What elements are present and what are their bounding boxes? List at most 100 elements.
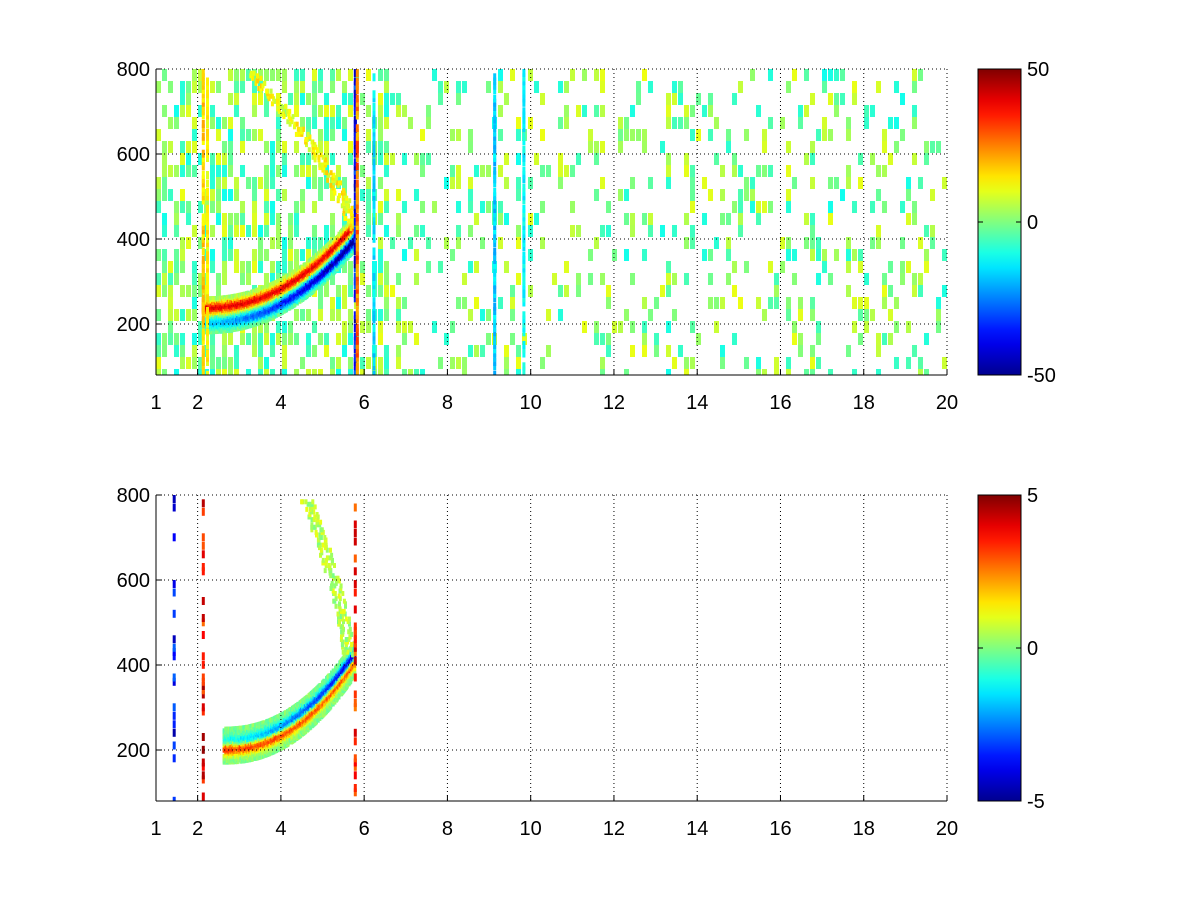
streak-cell <box>522 345 526 354</box>
streak-cell <box>355 179 359 188</box>
streak-cell <box>201 307 205 315</box>
heatmap-cell <box>816 237 821 249</box>
heatmap-cell <box>600 225 605 237</box>
arc-cell <box>273 98 277 104</box>
heatmap-cell <box>912 213 917 225</box>
heatmap-cell <box>888 333 893 345</box>
heatmap-cell <box>750 177 755 189</box>
heatmap-cell <box>180 165 185 177</box>
heatmap-cell <box>378 117 383 129</box>
heatmap-cell <box>300 189 305 201</box>
heatmap-cell <box>378 177 383 189</box>
streak-cell <box>372 336 376 345</box>
heatmap-cell <box>210 81 215 93</box>
heatmap-cell <box>240 141 245 153</box>
streak-cell <box>206 111 209 120</box>
heatmap-cell <box>810 213 815 225</box>
streak-cell <box>206 103 209 111</box>
streak-cell <box>206 77 209 86</box>
streak-cell <box>353 281 357 290</box>
heatmap-cell <box>822 249 827 261</box>
heatmap-cell <box>408 237 413 249</box>
heatmap-cell <box>504 153 509 165</box>
streak-cell <box>355 103 359 111</box>
heatmap-cell <box>240 261 245 273</box>
heatmap-cell <box>342 117 347 129</box>
heatmap-cell <box>312 117 317 129</box>
heatmap-cell <box>678 81 683 93</box>
streak-cell <box>355 298 359 307</box>
heatmap-cell <box>480 237 485 249</box>
heatmap-cell <box>330 309 335 321</box>
heatmap-cell <box>720 357 725 369</box>
streak-cell <box>355 239 359 247</box>
heatmap-cell <box>528 285 533 297</box>
heatmap-cell <box>918 237 923 249</box>
heatmap-cell <box>384 201 389 213</box>
heatmap-cell <box>216 81 221 93</box>
heatmap-cell <box>216 117 221 129</box>
heatmap-cell <box>852 321 857 333</box>
heatmap-cell <box>420 165 425 177</box>
heatmap-cell <box>876 237 881 249</box>
heatmap-cell <box>468 345 473 357</box>
streak-cell <box>355 251 359 260</box>
heatmap-cell <box>318 297 323 309</box>
streak-cell <box>493 141 497 150</box>
heatmap-cell <box>222 249 227 261</box>
streak-cell <box>372 349 376 358</box>
heatmap-cell <box>366 225 371 237</box>
heatmap-cell <box>828 69 833 81</box>
heatmap-cell <box>750 189 755 201</box>
arc-cell <box>329 170 333 176</box>
heatmap-cell <box>702 177 707 189</box>
heatmap-cell <box>690 129 695 141</box>
heatmap-cell <box>252 177 257 189</box>
streak-cell <box>522 158 526 167</box>
streak-cell <box>201 315 205 324</box>
heatmap-cell <box>918 69 923 81</box>
heatmap-cell <box>198 105 203 117</box>
colorbar-tick-label: -50 <box>1027 365 1056 387</box>
streak-cell <box>493 328 497 337</box>
streak-cell <box>353 217 357 226</box>
heatmap-cell <box>804 369 809 375</box>
heatmap-cell <box>330 153 335 165</box>
heatmap-cell <box>576 285 581 297</box>
heatmap-cell <box>846 261 851 273</box>
heatmap-cell <box>672 225 677 237</box>
heatmap-cell <box>210 345 215 357</box>
heatmap-cell <box>180 105 185 117</box>
streak-cell <box>201 77 205 86</box>
heatmap-cell <box>600 357 605 369</box>
heatmap-cell <box>906 261 911 273</box>
heatmap-cell <box>180 333 185 345</box>
heatmap-cell <box>234 369 239 375</box>
heatmap-cell <box>312 201 317 213</box>
heatmap-cell <box>480 201 485 213</box>
heatmap-cell <box>174 369 179 375</box>
arc-cell <box>323 170 327 176</box>
heatmap-cell <box>786 81 791 93</box>
heatmap-cell <box>672 309 677 321</box>
heatmap-cell <box>450 165 455 177</box>
heatmap-cell <box>540 129 545 141</box>
streak-cell <box>353 103 357 111</box>
streak-cell <box>206 341 209 349</box>
streak-cell <box>201 239 205 247</box>
y-tick-label: 600 <box>117 144 150 166</box>
heatmap-cell <box>270 273 275 285</box>
heatmap-cell <box>294 249 299 261</box>
heatmap-cell <box>474 297 479 309</box>
heatmap-cell <box>222 261 227 273</box>
heatmap-cell <box>186 105 191 117</box>
streak-cell <box>353 149 357 158</box>
heatmap-cell <box>540 201 545 213</box>
streak-cell <box>493 98 497 107</box>
streak-cell <box>353 98 357 107</box>
heatmap-cell <box>396 105 401 117</box>
streak-cell <box>522 230 526 239</box>
heatmap-cell <box>192 273 197 285</box>
heatmap-cell <box>936 141 941 153</box>
heatmap-cell <box>726 237 731 249</box>
